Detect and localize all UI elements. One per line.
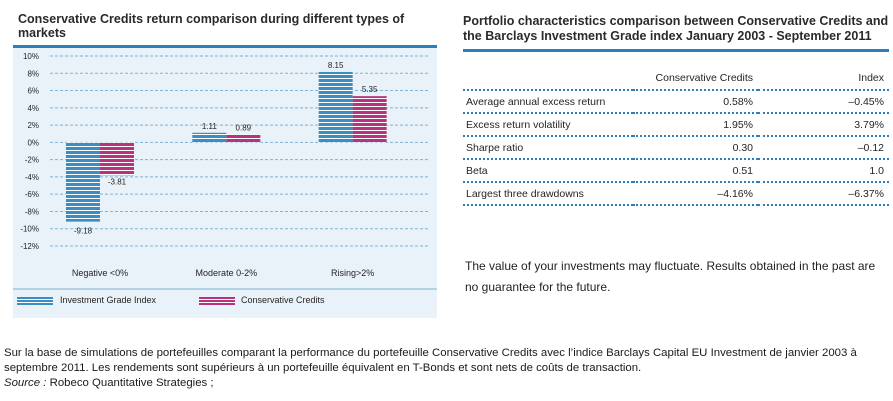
y-tick-label: -8% — [25, 207, 39, 216]
y-tick-label: 2% — [27, 121, 39, 130]
x-category-label: Moderate 0-2% — [196, 268, 258, 278]
legend-swatch-conservative-credits — [199, 297, 235, 305]
legend-label-investment-grade: Investment Grade Index — [60, 295, 157, 305]
y-tick-label: 0% — [27, 138, 39, 147]
data-label: 1.11 — [202, 122, 218, 131]
table-header-conservative-credits: Conservative Credits — [633, 72, 758, 91]
chart-panel: Conservative Credits return comparison d… — [13, 12, 437, 318]
legend-swatch-investment-grade — [17, 297, 53, 305]
index-value: 3.79% — [758, 113, 889, 137]
row-label: Largest three drawdowns — [463, 182, 633, 206]
y-tick-label: -12% — [20, 242, 39, 251]
index-value: –0.45% — [758, 90, 889, 114]
row-label: Excess return volatility — [463, 113, 633, 137]
y-tick-label: -10% — [20, 225, 39, 234]
bar-investment-grade — [318, 71, 353, 143]
table-row: Excess return volatility 1.95% 3.79% — [463, 113, 889, 137]
footnote-source-text: Robeco Quantitative Strategies ; — [46, 377, 214, 389]
bar-investment-grade — [66, 142, 100, 222]
x-category-label: Rising>2% — [331, 268, 374, 278]
disclaimer-text: The value of your investments may fluctu… — [465, 259, 876, 294]
footnote-body: Sur la base de simulations de portefeuil… — [4, 347, 857, 374]
table-row: Average annual excess return 0.58% –0.45… — [463, 90, 889, 114]
conservative-value: –4.16% — [633, 182, 758, 206]
table-header-row: Conservative Credits Index — [463, 72, 889, 91]
conservative-value: 1.95% — [633, 113, 758, 137]
y-tick-label: -6% — [25, 190, 39, 199]
y-tick-label: 4% — [27, 104, 39, 113]
table-row: Largest three drawdowns –4.16% –6.37% — [463, 182, 889, 206]
bar-conservative-credits — [226, 134, 261, 143]
table-title: Portfolio characteristics comparison bet… — [463, 14, 889, 52]
bar-conservative-credits — [100, 142, 134, 176]
conservative-value: 0.58% — [633, 90, 758, 114]
index-value: 1.0 — [758, 159, 889, 183]
y-tick-label: -4% — [25, 173, 39, 182]
data-label: 8.15 — [328, 61, 344, 70]
footnote-source-label: Source : — [4, 377, 47, 389]
data-label: -9.18 — [74, 227, 93, 236]
row-label: Average annual excess return — [463, 90, 633, 114]
legend-label-conservative-credits: Conservative Credits — [241, 295, 325, 305]
table-row: Sharpe ratio 0.30 –0.12 — [463, 136, 889, 160]
data-label: 5.35 — [362, 85, 378, 94]
y-tick-label: -2% — [25, 156, 39, 165]
footnote: Sur la base de simulations de portefeuil… — [4, 346, 889, 391]
table-panel: Portfolio characteristics comparison bet… — [463, 14, 889, 206]
chart-area: 10% 8% 6% 4% 2% 0% -2% -4% -6% -8% -10% -12% -9.18 -3… — [13, 48, 437, 318]
y-tick-label: 6% — [27, 87, 39, 96]
y-tick-label: 10% — [23, 52, 39, 61]
bar-conservative-credits — [352, 96, 387, 143]
table-header-index: Index — [758, 72, 889, 91]
row-label: Sharpe ratio — [463, 136, 633, 160]
x-category-label: Negative <0% — [72, 268, 128, 278]
index-value: –0.12 — [758, 136, 889, 160]
conservative-value: 0.51 — [633, 159, 758, 183]
bar-chart: 10% 8% 6% 4% 2% 0% -2% -4% -6% -8% -10% -12% -9.18 -3… — [13, 52, 437, 290]
table-row: Beta 0.51 1.0 — [463, 159, 889, 183]
row-label: Beta — [463, 159, 633, 183]
characteristics-table: Conservative Credits Index Average annua… — [463, 72, 889, 206]
data-label: -3.81 — [108, 177, 127, 186]
index-value: –6.37% — [758, 182, 889, 206]
y-tick-label: 8% — [27, 69, 39, 78]
data-label: 0.89 — [236, 124, 252, 133]
conservative-value: 0.30 — [633, 136, 758, 160]
chart-title: Conservative Credits return comparison d… — [13, 12, 437, 48]
bar-investment-grade — [192, 132, 227, 143]
table-header-blank — [463, 72, 633, 91]
